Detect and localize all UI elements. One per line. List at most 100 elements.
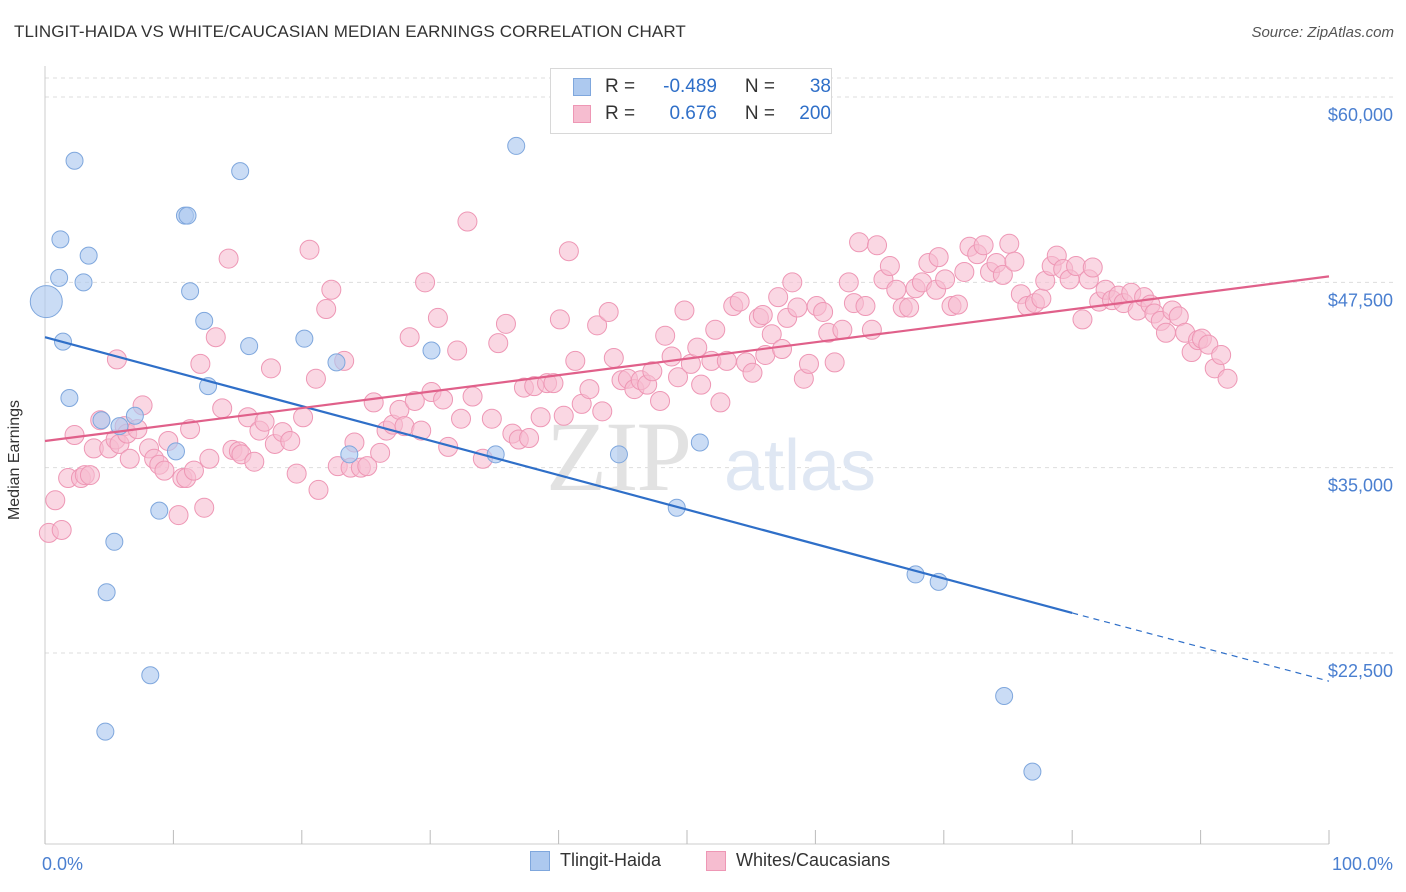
bottom-legend-swatch-blue [530,850,550,871]
data-point-whites [299,239,320,260]
y-tick-label: $60,000 [1328,105,1393,125]
data-point-whites [106,349,127,370]
data-point-whites [565,350,586,371]
data-point-whites [867,235,888,256]
data-point-whites [363,392,384,413]
legend-n-value: 200 [799,103,831,124]
data-point-tlingit-haida [29,285,63,319]
data-point-whites [752,304,773,325]
data-point-tlingit-haida [507,136,526,155]
data-point-whites [190,353,211,374]
data-point-whites [481,408,502,429]
data-point-whites [772,339,793,360]
bottom-legend-label: Whites/Caucasians [736,850,891,870]
data-point-whites [705,319,726,340]
data-point-whites [782,272,803,293]
data-point-whites [832,319,853,340]
data-point-whites [879,256,900,277]
trend-line-whites [44,275,1330,443]
data-point-whites [180,419,201,440]
data-point-whites [399,327,420,348]
data-point-whites [824,352,845,373]
data-point-whites [519,428,540,449]
data-point-whites [205,327,226,348]
data-point-whites [244,451,265,472]
data-point-whites [742,362,763,383]
data-point-tlingit-haida [79,246,98,265]
data-point-tlingit-haida [141,666,160,685]
data-point-whites [598,301,619,322]
data-point-whites [691,374,712,395]
data-point-whites [787,297,808,318]
data-point-whites [992,264,1013,285]
chart-title: TLINGIT-HAIDA VS WHITE/CAUCASIAN MEDIAN … [14,22,686,41]
data-point-whites [729,291,750,312]
data-point-whites [603,347,624,368]
data-point-whites [411,420,432,441]
tlingit-haida-points [29,136,1042,781]
data-point-whites [642,361,663,382]
data-point-whites [849,232,870,253]
legend-r-label: R = [605,103,636,124]
data-point-whites [954,261,975,282]
legend-row-tlingit-haida: R = -0.489 N = 38 [573,74,831,100]
x-tick-label: 0.0% [42,854,83,874]
data-point-tlingit-haida [105,532,124,551]
data-point-whites [1082,257,1103,278]
source-credit: Source: ZipAtlas.com [1251,24,1394,41]
data-point-tlingit-haida [74,273,93,292]
data-point-tlingit-haida [195,311,214,330]
data-point-tlingit-haida [1023,762,1042,781]
data-point-whites [687,337,708,358]
data-point-whites [855,296,876,317]
data-point-tlingit-haida [295,329,314,348]
y-tick-label: $22,500 [1328,661,1393,681]
data-point-whites [415,272,436,293]
data-point-whites [218,248,239,269]
data-point-tlingit-haida [995,686,1014,705]
data-point-whites [447,340,468,361]
data-point-tlingit-haida [166,442,185,461]
data-point-whites [768,287,789,308]
data-point-whites [650,390,671,411]
legend-n-label: N = [744,76,775,97]
y-tick-label: $35,000 [1328,476,1393,496]
data-point-whites [1211,344,1232,365]
data-point-whites [928,247,949,268]
legend-n-value: 38 [809,76,831,97]
data-point-whites [404,390,425,411]
data-point-whites [286,463,307,484]
data-point-whites [661,346,682,367]
data-point-tlingit-haida [690,433,709,452]
y-tick-label: $47,500 [1328,290,1393,310]
data-point-whites [183,460,204,481]
legend-swatch-blue [573,78,591,96]
data-point-whites [655,325,676,346]
watermark-atlas: atlas [724,426,876,506]
data-point-whites [549,309,570,330]
trend-lines [44,275,1330,682]
data-point-whites [899,297,920,318]
data-point-whites [553,405,574,426]
data-point-whites [813,301,834,322]
data-point-tlingit-haida [50,268,69,287]
bottom-legend-label: Tlingit-Haida [560,850,662,870]
tick-labels: $22,500 $35,000 $47,500 $60,000 0.0% 100.0% [42,105,1393,874]
data-point-whites [592,401,613,422]
data-point-whites [51,519,72,540]
correlation-legend: R = -0.489 N = 38 R = 0.676 N = 200 [550,68,832,134]
data-point-whites [674,300,695,321]
trend-line-tlingit-haida [44,336,1073,615]
trend-line-tlingit-haida-extension [1072,612,1330,682]
data-point-whites [212,398,233,419]
data-point-whites [370,442,391,463]
data-point-whites [579,379,600,400]
data-point-tlingit-haida [340,445,359,464]
data-point-whites [462,386,483,407]
data-point-tlingit-haida [181,282,200,301]
data-point-tlingit-haida [92,411,111,430]
data-point-whites [495,313,516,334]
legend-row-whites: R = 0.676 N = 200 [573,101,831,127]
axes [44,66,1330,845]
